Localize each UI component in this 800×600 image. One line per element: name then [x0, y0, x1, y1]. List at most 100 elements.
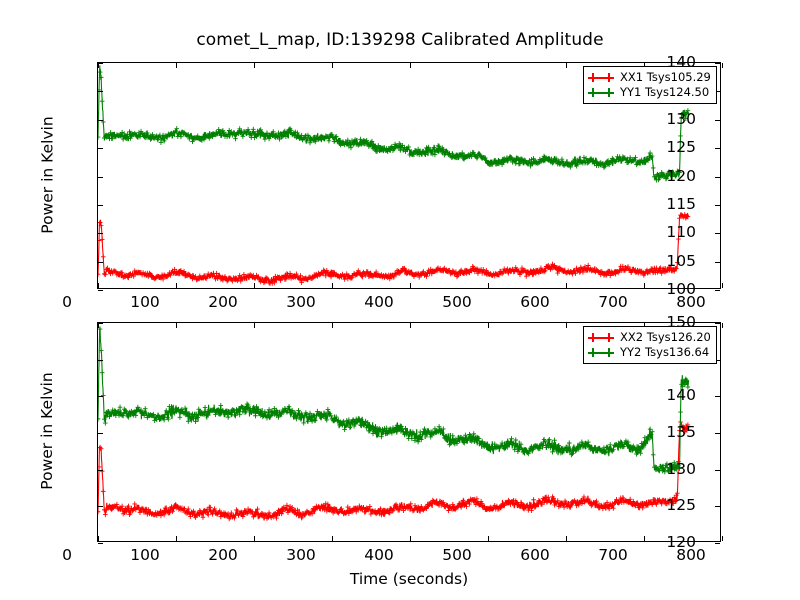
x-tick-mark: [644, 536, 645, 541]
y-tick-mark: [98, 233, 103, 235]
x-tick-mark: [488, 283, 489, 288]
legend-entry: XX1 Tsys105.29: [588, 70, 711, 85]
x-tick-mark: [566, 283, 567, 288]
x-tick-mark: [410, 536, 411, 541]
x-tick-label: 200: [208, 293, 238, 311]
y-tick-label: 140: [666, 386, 696, 405]
y-tick-label: 120: [666, 533, 696, 551]
x-tick-label: 700: [598, 293, 628, 311]
y-tick-mark-right: [715, 176, 720, 178]
x-tick-mark: [176, 283, 177, 288]
x-tick-label: 200: [208, 546, 238, 564]
y-tick-mark-right: [715, 63, 720, 64]
y-tick-mark: [98, 323, 103, 324]
legend-label: YY2 Tsys136.64: [620, 345, 710, 359]
y-tick-mark-right: [715, 323, 720, 324]
legend-bottom: XX2 Tsys126.20 YY2 Tsys136.64: [583, 326, 717, 364]
y-tick-mark-right: [715, 261, 720, 263]
x-tick-mark-top: [488, 323, 489, 328]
x-tick-label: 500: [442, 293, 472, 311]
x-tick-mark-top: [488, 63, 489, 68]
x-tick-mark-top: [722, 323, 723, 328]
y-tick-label: 130: [666, 459, 696, 478]
x-tick-mark-top: [722, 63, 723, 68]
x-tick-label: 300: [286, 546, 316, 564]
x-tick-mark: [488, 536, 489, 541]
x-tick-mark-top: [332, 63, 333, 68]
x-tick-mark: [98, 536, 99, 541]
y-tick-mark: [98, 204, 103, 206]
legend-marker-green-icon: [588, 87, 614, 98]
plot-area-bottom: [98, 323, 720, 541]
x-axis-label: Time (seconds): [349, 570, 469, 588]
x-tick-mark: [332, 536, 333, 541]
plot-area-top: [98, 63, 720, 288]
y-tick-mark-right: [715, 233, 720, 235]
y-tick-mark-right: [715, 433, 720, 434]
x-tick-mark-top: [254, 323, 255, 328]
x-tick-mark-top: [644, 323, 645, 328]
x-tick-mark-top: [410, 323, 411, 328]
x-tick-label: 800: [676, 293, 706, 311]
x-tick-mark-top: [332, 323, 333, 328]
y-tick-mark-right: [715, 148, 720, 150]
x-tick-label: 800: [676, 546, 706, 564]
legend-label: XX1 Tsys105.29: [620, 70, 711, 84]
x-tick-label: 600: [520, 293, 550, 311]
x-tick-label: 300: [286, 293, 316, 311]
x-tick-mark-top: [98, 63, 99, 68]
x-tick-mark: [254, 283, 255, 288]
legend-entry: XX2 Tsys126.20: [588, 330, 711, 345]
legend-label: XX2 Tsys126.20: [620, 330, 711, 344]
x-tick-mark-top: [176, 323, 177, 328]
x-tick-mark: [566, 536, 567, 541]
y-axis-label-bottom: Power in Kelvin: [38, 372, 56, 490]
x-tick-mark: [722, 283, 723, 288]
y-tick-label: 125: [666, 496, 696, 515]
x-tick-mark: [254, 536, 255, 541]
y-tick-mark: [98, 119, 103, 121]
data-traces-bottom: [98, 323, 720, 541]
y-tick-mark: [98, 469, 103, 471]
legend-marker-red-icon: [588, 332, 614, 343]
page-title: comet_L_map, ID:139298 Calibrated Amplit…: [196, 30, 604, 50]
y-tick-mark: [98, 290, 103, 291]
x-tick-label: 600: [520, 546, 550, 564]
y-tick-mark: [98, 261, 103, 263]
y-tick-mark: [98, 433, 103, 434]
y-tick-mark-right: [715, 396, 720, 398]
y-tick-mark: [98, 506, 103, 508]
y-tick-mark: [98, 148, 103, 150]
y-tick-mark: [98, 543, 103, 544]
y-tick-label: 125: [666, 138, 696, 157]
y-tick-label: 110: [666, 223, 696, 242]
x-tick-mark: [722, 536, 723, 541]
y-tick-label: 115: [666, 194, 696, 213]
y-tick-mark-right: [715, 119, 720, 121]
x-tick-label: 0: [62, 293, 72, 311]
legend-marker-red-icon: [588, 72, 614, 83]
x-tick-mark-top: [566, 323, 567, 328]
y-tick-mark: [98, 359, 103, 361]
y-tick-mark: [98, 176, 103, 178]
x-tick-label: 100: [130, 546, 160, 564]
legend-top: XX1 Tsys105.29 YY1 Tsys124.50: [583, 66, 717, 104]
y-tick-mark: [98, 91, 103, 93]
data-traces-top: [98, 63, 720, 288]
x-tick-label: 400: [364, 293, 394, 311]
y-tick-mark-right: [715, 91, 720, 93]
x-tick-mark: [176, 536, 177, 541]
x-tick-mark-top: [410, 63, 411, 68]
y-tick-mark-right: [715, 359, 720, 361]
legend-label: YY1 Tsys124.50: [620, 85, 710, 99]
y-tick-mark-right: [715, 469, 720, 471]
y-tick-label: 105: [666, 251, 696, 270]
y-tick-mark-right: [715, 543, 720, 544]
x-tick-mark: [332, 283, 333, 288]
y-tick-mark: [98, 63, 103, 64]
x-tick-mark: [644, 283, 645, 288]
y-axis-label-top: Power in Kelvin: [38, 115, 56, 234]
y-tick-mark-right: [715, 506, 720, 508]
x-tick-mark-top: [98, 323, 99, 328]
